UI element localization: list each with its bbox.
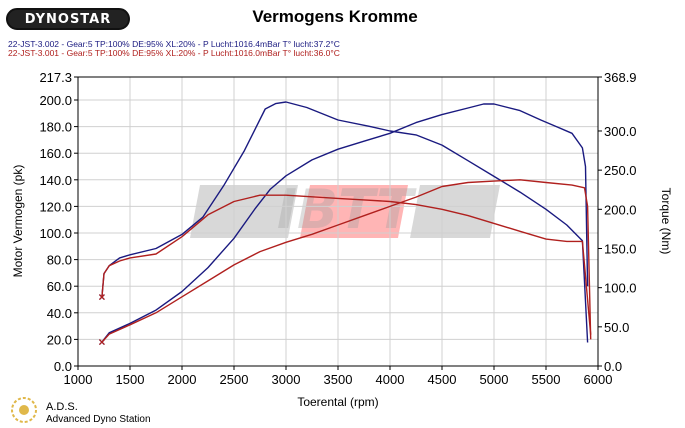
ads-logo-icon bbox=[11, 397, 37, 423]
x-tick-label: 6000 bbox=[584, 372, 613, 387]
grid bbox=[78, 77, 598, 366]
x-tick-label: 3500 bbox=[324, 372, 353, 387]
series-torque-run1 bbox=[101, 101, 589, 343]
x-tick-label: 4500 bbox=[428, 372, 457, 387]
series-power-run1 bbox=[101, 103, 589, 343]
y2-axis-label: Torque (Nm) bbox=[659, 188, 673, 255]
y-tick-label: 40.0 bbox=[47, 306, 72, 321]
ads-name: A.D.S. bbox=[46, 401, 78, 413]
x-tick-label: 5500 bbox=[532, 372, 561, 387]
y-tick-label: 140.0 bbox=[39, 173, 72, 188]
y-tick-label: 20.0 bbox=[47, 332, 72, 347]
series-torque-run2 bbox=[101, 194, 592, 335]
series-start-marker bbox=[98, 294, 105, 300]
axis-ticks: 1000 1500 2000 2500 3000 3500 4000 4500 5000 5500… bbox=[39, 70, 636, 387]
x-tick-label: 1500 bbox=[116, 372, 145, 387]
x-tick-label: 2500 bbox=[220, 372, 249, 387]
run-info-2: 22-JST-3.001 - Gear:5 TP:100% DE:95% XL:… bbox=[8, 48, 340, 58]
y2-tick-label: 100.0 bbox=[604, 281, 637, 296]
y2-tick-label: 300.0 bbox=[604, 124, 637, 139]
logo-text: DYNOSTAR bbox=[24, 12, 112, 27]
y-tick-label: 60.0 bbox=[47, 279, 72, 294]
y2-tick-label: 250.0 bbox=[604, 163, 637, 178]
x-tick-label: 2000 bbox=[168, 372, 197, 387]
run-info-1: 22-JST-3.002 - Gear:5 TP:100% DE:95% XL:… bbox=[8, 39, 340, 49]
x-tick-label: 4000 bbox=[376, 372, 405, 387]
chart-title: Vermogens Kromme bbox=[252, 7, 418, 26]
y-tick-label: 200.0 bbox=[39, 93, 72, 108]
y-tick-label: 80.0 bbox=[47, 253, 72, 268]
x-tick-label: 5000 bbox=[480, 372, 509, 387]
y-tick-label: 100.0 bbox=[39, 226, 72, 241]
dynostar-logo: DYNOSTAR bbox=[6, 8, 130, 30]
y-tick-label: 217.3 bbox=[39, 70, 72, 85]
y-tick-label: 160.0 bbox=[39, 146, 72, 161]
series-power-run2 bbox=[101, 179, 592, 343]
y-axis-label: Motor Vermogen (pk) bbox=[11, 165, 25, 278]
y2-tick-label: 368.9 bbox=[604, 70, 637, 85]
x-tick-label: 3000 bbox=[272, 372, 301, 387]
watermark-text: IBTT bbox=[277, 178, 417, 241]
x-tick-label: 1000 bbox=[64, 372, 93, 387]
series-start-marker bbox=[98, 339, 105, 345]
ads-subtitle: Advanced Dyno Station bbox=[46, 414, 151, 425]
y-tick-label: 120.0 bbox=[39, 199, 72, 214]
y2-tick-label: 150.0 bbox=[604, 241, 637, 256]
y2-tick-label: 0.0 bbox=[604, 359, 622, 374]
watermark-logo: IBTT bbox=[190, 178, 500, 241]
y-tick-label: 0.0 bbox=[54, 359, 72, 374]
y2-tick-label: 200.0 bbox=[604, 202, 637, 217]
y-tick-label: 180.0 bbox=[39, 120, 72, 135]
x-axis-label: Toerental (rpm) bbox=[297, 395, 378, 409]
series-group bbox=[98, 101, 592, 345]
y2-tick-label: 50.0 bbox=[604, 320, 629, 335]
